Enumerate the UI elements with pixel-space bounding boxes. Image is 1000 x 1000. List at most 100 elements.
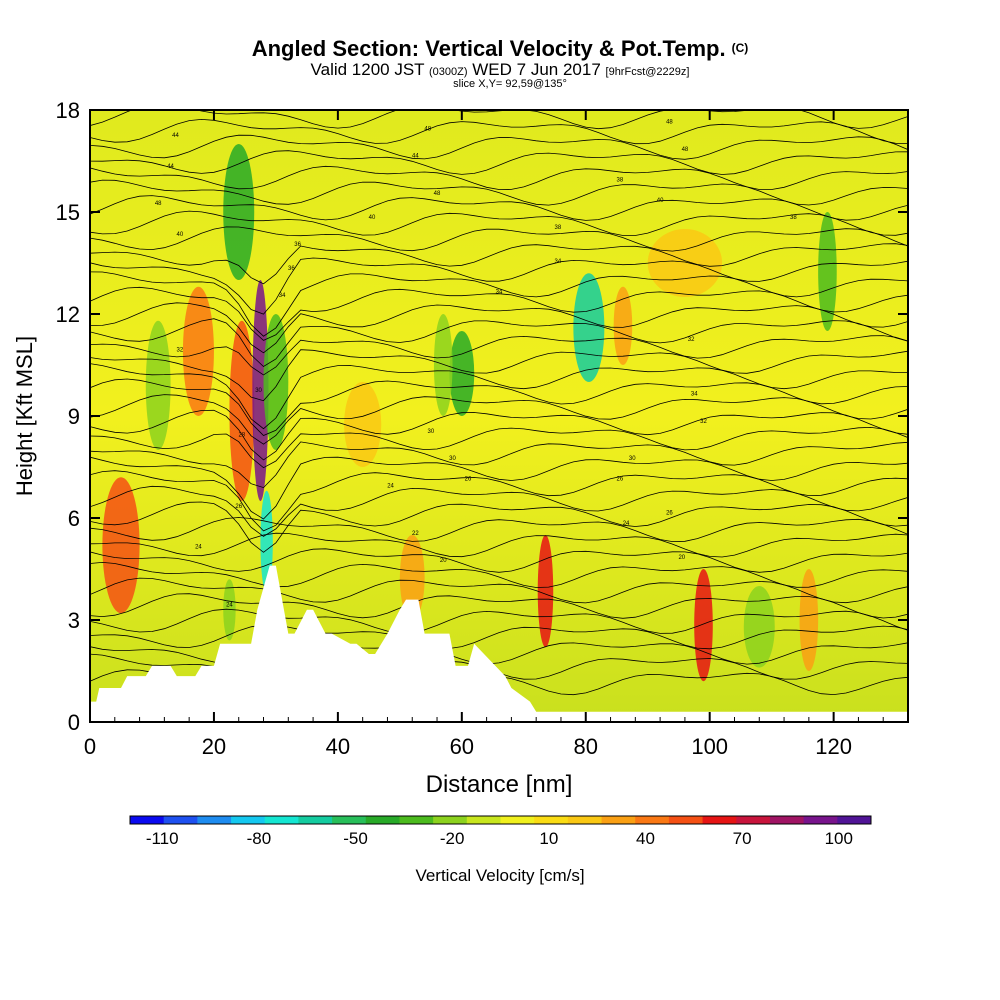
colorbar-swatch-14 — [601, 816, 636, 824]
isentrope-29 — [90, 226, 908, 252]
colorbar-swatch-20 — [803, 816, 838, 824]
colorbar-tick-label-3: -20 — [440, 829, 465, 848]
velocity-cell-10 — [449, 331, 475, 416]
colorbar-tick-label-2: -50 — [343, 829, 368, 848]
colorbar-swatch-21 — [837, 816, 872, 824]
isentrope-15 — [90, 441, 908, 489]
colorbar-swatch-19 — [769, 816, 805, 824]
isentrope-32 — [90, 179, 908, 206]
isentrope-17 — [90, 409, 908, 461]
y-tick-label-0: 0 — [68, 710, 80, 735]
plot-area: 44 48 48 44 44 48 48 48 38 40 40 40 38 36 38 36 34 34 34 32… — [89, 109, 909, 723]
x-tick-label-60: 60 — [450, 734, 474, 759]
isentrope-18 — [90, 394, 908, 445]
contour-label-16: 34 — [555, 259, 562, 265]
colorbar-swatch-15 — [635, 816, 670, 824]
isentrope-7 — [90, 561, 908, 588]
colorbar-swatch-17 — [702, 816, 737, 824]
velocity-cell-18 — [799, 569, 819, 671]
contour-label-35: 24 — [195, 545, 202, 551]
slice-label: slice X,Y= 92,59@135° — [453, 78, 567, 90]
contour-label-23: 32 — [700, 419, 707, 425]
velocity-cell-14 — [613, 286, 633, 365]
contour-label-5: 48 — [682, 147, 689, 153]
isentrope-8 — [90, 548, 908, 573]
colorbar-tick-label-1: -80 — [247, 829, 272, 848]
contour-label-13: 36 — [294, 242, 301, 248]
x-tick-label-100: 100 — [691, 734, 728, 759]
terrain-profile — [90, 565, 908, 722]
isentrope-35 — [90, 134, 908, 160]
contour-label-29: 26 — [465, 477, 472, 483]
isentrope-14 — [90, 456, 908, 520]
contour-label-30: 26 — [616, 477, 623, 483]
x-tick-label-80: 80 — [574, 734, 598, 759]
contour-label-3: 44 — [167, 164, 174, 170]
colorbar-swatch-0 — [130, 816, 165, 824]
velocity-cell-12 — [537, 535, 554, 648]
contour-label-7: 48 — [434, 191, 441, 197]
colorbar-swatch-3 — [231, 816, 266, 824]
valid-date: WED 7 Jun 2017 — [472, 60, 601, 79]
velocity-cell-0 — [102, 477, 140, 614]
velocity-cell-3 — [229, 320, 255, 501]
potential-temperature-contours — [90, 110, 908, 696]
contour-label-19: 32 — [688, 337, 695, 343]
x-tick-label-0: 0 — [84, 734, 96, 759]
colorbar-swatch-18 — [736, 816, 771, 824]
contour-label-8: 38 — [616, 177, 623, 183]
velocity-cell-2 — [182, 286, 214, 416]
y-tick-label-15: 15 — [56, 200, 80, 225]
colorbar: -110 -80 -50 -20 10 40 70 100 — [129, 815, 872, 848]
isentrope-34 — [90, 150, 908, 175]
colorbar-swatch-10 — [466, 816, 501, 824]
x-tick-label-120: 120 — [815, 734, 852, 759]
colorbar-swatch-1 — [163, 816, 198, 824]
isentrope-13 — [90, 470, 908, 532]
contour-label-6: 48 — [155, 201, 162, 207]
isentrope-4 — [90, 608, 908, 634]
isentrope-16 — [90, 426, 908, 469]
contour-label-4: 44 — [412, 154, 419, 160]
velocity-cell-11 — [433, 314, 453, 416]
x-tick-label-40: 40 — [326, 734, 350, 759]
contour-label-38: 24 — [226, 602, 233, 608]
contour-label-18: 34 — [496, 290, 503, 296]
contour-label-20: 32 — [177, 347, 184, 353]
contour-label-26: 30 — [449, 456, 456, 462]
isentrope-9 — [90, 532, 908, 558]
velocity-cell-17 — [818, 212, 837, 331]
contour-label-11: 40 — [369, 215, 376, 221]
isentrope-30 — [90, 210, 908, 236]
isentrope-28 — [90, 243, 908, 285]
isentrope-5 — [90, 593, 908, 619]
isentrope-12 — [90, 485, 908, 537]
contour-label-2: 48 — [666, 120, 673, 126]
velocity-cell-5 — [223, 144, 255, 280]
contour-label-9: 40 — [657, 198, 664, 204]
colorbar-tick-label-6: 70 — [733, 829, 752, 848]
colorbar-tick-label-7: 100 — [825, 829, 853, 848]
isentrope-27 — [90, 257, 908, 315]
contour-label-10: 40 — [177, 232, 184, 238]
colorbar-label: Vertical Velocity [cm/s] — [415, 866, 584, 885]
isentrope-36 — [90, 118, 908, 145]
contour-label-33: 24 — [623, 521, 630, 527]
colorbar-swatch-12 — [534, 816, 569, 824]
contour-label-15: 36 — [288, 266, 295, 272]
contour-label-24: 28 — [238, 432, 245, 438]
chart-subtitle: Valid 1200 JST (0300Z) WED 7 Jun 2017 [9… — [0, 60, 1000, 80]
isentrope-21 — [90, 349, 908, 402]
isentrope-24 — [90, 302, 908, 354]
colorbar-frame — [129, 815, 872, 825]
x-axis-label: Distance [nm] — [426, 771, 573, 798]
colorbar-tick-label-0: -110 — [146, 829, 179, 848]
x-tick-label-20: 20 — [202, 734, 226, 759]
y-tick-label-9: 9 — [68, 404, 80, 429]
velocity-cell-9 — [399, 535, 425, 620]
colorbar-swatch-8 — [399, 816, 434, 824]
contour-label-36: 20 — [440, 558, 447, 564]
contour-label-0: 44 — [172, 133, 179, 139]
colorbar-swatch-11 — [500, 816, 535, 824]
